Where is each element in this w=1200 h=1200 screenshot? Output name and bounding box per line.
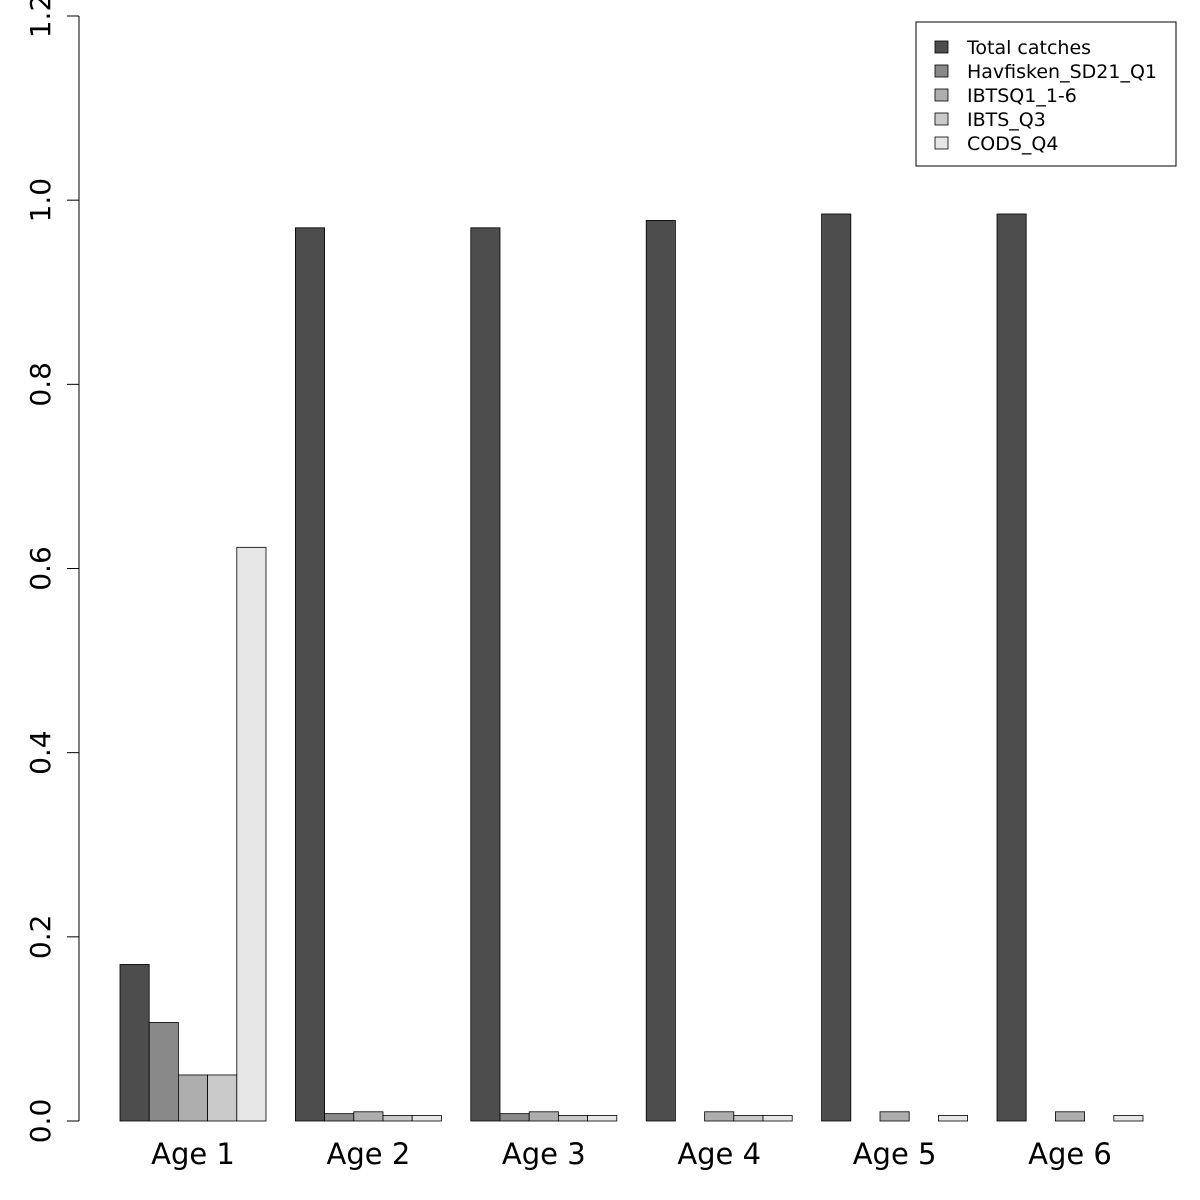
bar-age-4-total-catches — [645, 220, 676, 1122]
legend-entry: IBTS_Q3 — [967, 109, 1046, 131]
y-axis: 0.0 0.2 0.4 0.6 0.8 1.0 1.2 — [24, 0, 80, 1144]
legend-swatch — [934, 136, 949, 150]
legend-entry: Havfisken_SD21_Q1 — [967, 61, 1157, 83]
bar-age-1-total-catches — [119, 964, 150, 1122]
bar-age-5-total-catches — [821, 213, 852, 1122]
legend-swatch — [934, 64, 949, 78]
y-tick-label: 1.0 — [24, 178, 57, 223]
bar-age-5-ibtsq1-1-6 — [879, 1111, 910, 1122]
bars — [119, 213, 1144, 1122]
x-tick-label: Age 6 — [1028, 1137, 1112, 1171]
bar-age-3-ibts-q3 — [558, 1115, 589, 1122]
x-tick-label: Age 3 — [502, 1137, 586, 1171]
x-tick-label: Age 5 — [853, 1137, 937, 1171]
bar-age-2-cods-q4 — [411, 1115, 442, 1122]
x-tick-label: Age 4 — [677, 1137, 761, 1171]
bar-age-6-ibtsq1-1-6 — [1055, 1111, 1086, 1122]
legend-swatch — [934, 88, 949, 102]
bar-age-4-ibts-q3 — [733, 1115, 764, 1122]
bar-age-4-cods-q4 — [762, 1115, 793, 1122]
bar-age-2-ibtsq1-1-6 — [353, 1111, 384, 1122]
legend-entry: CODS_Q4 — [967, 133, 1058, 155]
bar-age-6-cods-q4 — [1113, 1115, 1144, 1122]
bar-age-2-total-catches — [294, 227, 325, 1122]
x-tick-label: Age 2 — [327, 1137, 411, 1171]
bar-age-3-total-catches — [470, 227, 501, 1122]
bar-age-1-havfisken-sd21-q1 — [148, 1022, 179, 1122]
legend-entry: IBTSQ1_1-6 — [967, 85, 1077, 107]
y-tick-label: 1.2 — [24, 0, 57, 38]
bar-age-1-ibts-q3 — [207, 1074, 238, 1122]
y-tick-label: 0.2 — [24, 915, 57, 960]
legend-entry: Total catches — [966, 37, 1091, 59]
bar-age-3-cods-q4 — [587, 1115, 618, 1122]
y-tick-label: 0.8 — [24, 362, 57, 407]
legend-swatch — [934, 40, 949, 54]
bar-age-2-ibts-q3 — [382, 1115, 413, 1122]
y-tick-label: 0.0 — [24, 1099, 57, 1144]
legend: Total catchesHavfisken_SD21_Q1IBTSQ1_1-6… — [915, 21, 1177, 167]
x-tick-label: Age 1 — [151, 1137, 235, 1171]
bar-age-3-ibtsq1-1-6 — [528, 1111, 559, 1122]
x-axis-labels: Age 1 Age 2 Age 3 Age 4 Age 5 Age 6 — [151, 1137, 1112, 1171]
bar-age-4-ibtsq1-1-6 — [704, 1111, 735, 1122]
bar-age-3-havfisken-sd21-q1 — [499, 1113, 530, 1122]
bar-age-5-cods-q4 — [938, 1115, 969, 1122]
legend-swatch — [934, 112, 949, 126]
bar-age-1-cods-q4 — [236, 546, 267, 1122]
bar-age-2-havfisken-sd21-q1 — [324, 1113, 355, 1122]
y-tick-label: 0.6 — [24, 546, 57, 591]
bar-age-6-total-catches — [996, 213, 1027, 1122]
bar-age-1-ibtsq1-1-6 — [177, 1074, 208, 1122]
y-tick-label: 0.4 — [24, 730, 57, 775]
legend-box — [915, 21, 1177, 167]
